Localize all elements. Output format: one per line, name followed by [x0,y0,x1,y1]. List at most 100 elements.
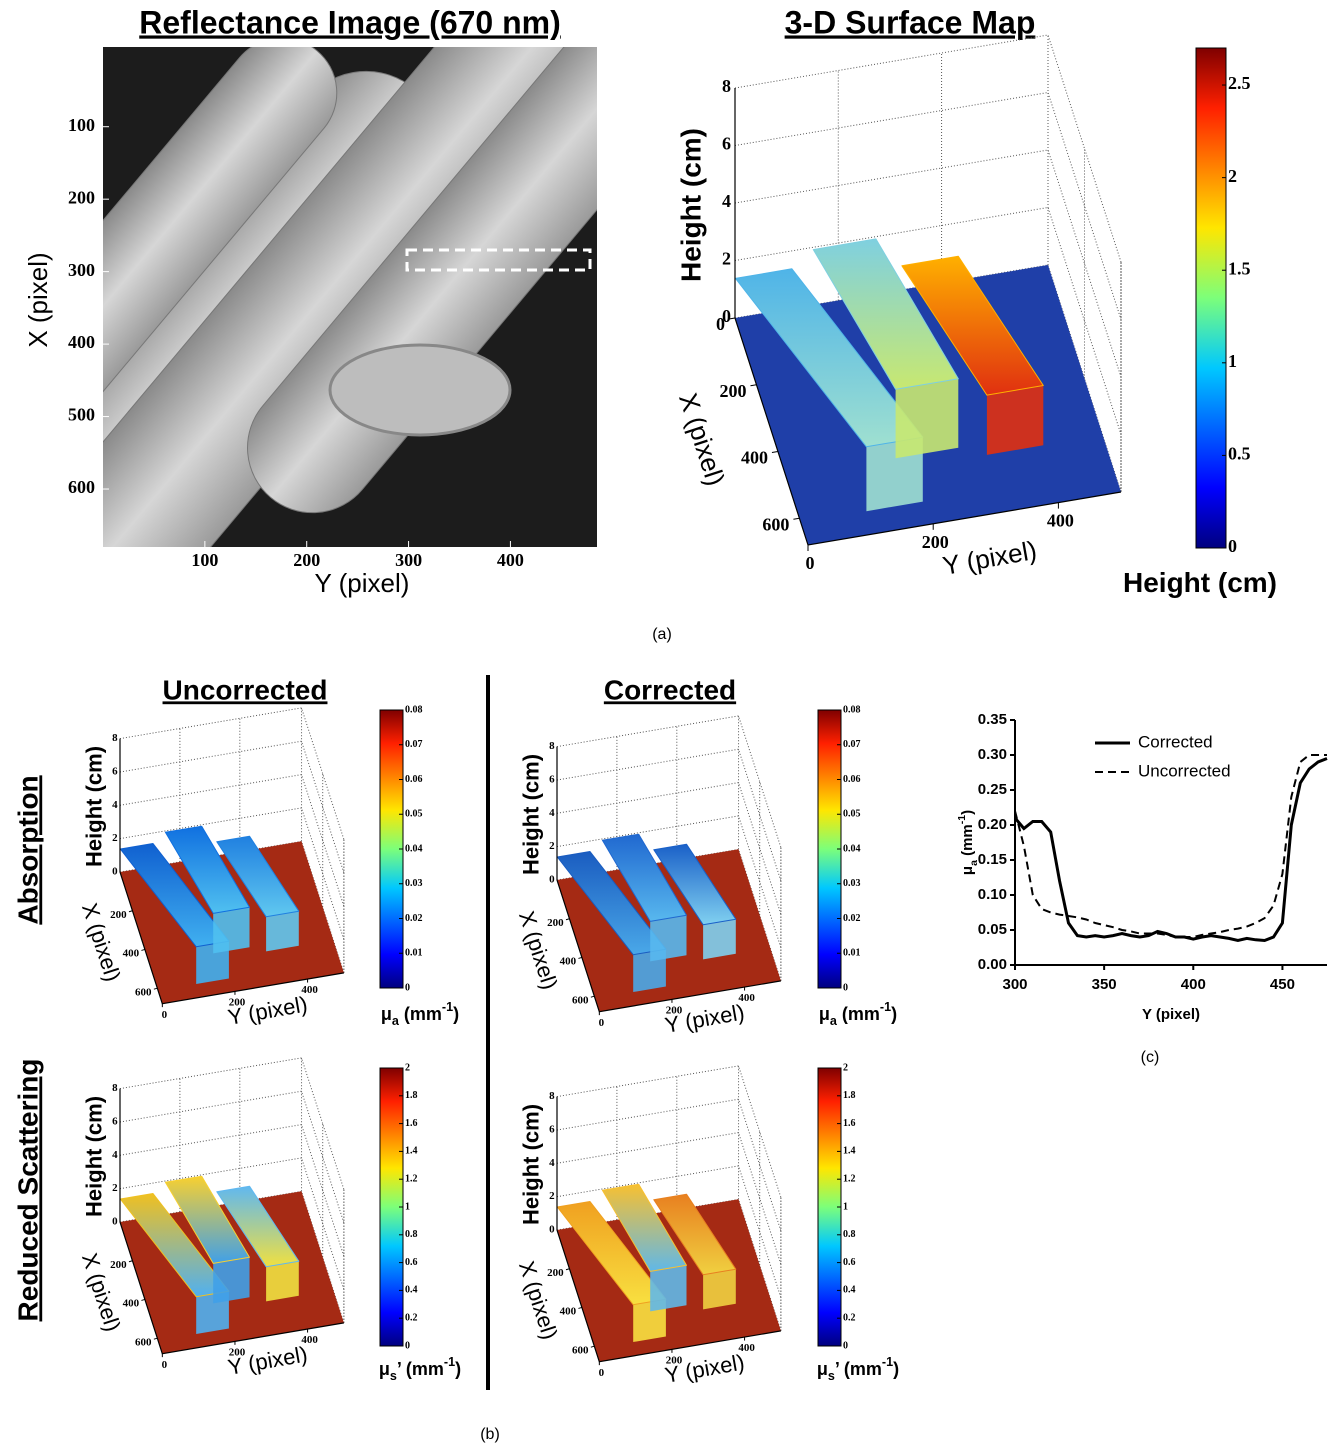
label-part: -1 [880,1000,891,1014]
colorbar-tick-label: 2 [405,1062,410,1073]
z-tick-label: 0 [549,1224,555,1236]
y-tick-label: 200 [68,187,95,207]
panel-label: (b) [480,1426,500,1443]
z-tick-label: 2 [549,840,555,852]
x-tick [591,996,594,997]
column-title: Corrected [604,674,736,705]
finger-side [650,1265,686,1311]
y-tick-label: 200 [922,532,949,552]
label-part: -1 [442,1000,453,1014]
x-tick-label: 400 [560,1306,577,1318]
label-part: (mm [837,1004,880,1024]
colorbar-tick-label: 0.6 [405,1257,418,1268]
colorbar-tick-label: 0.04 [843,843,861,854]
x-tick [129,1261,132,1262]
colorbar-tick-label: 0.2 [405,1312,418,1323]
colorbar-tick-label: 0.01 [405,948,423,959]
grid-line [120,708,344,840]
chart-title: 3-D Surface Map [785,4,1036,40]
label-part: -1 [956,815,968,824]
y-tick-label: 0 [806,553,815,573]
z-tick-label: 2 [112,1182,118,1194]
label-part: -1 [882,1355,893,1369]
label-part: s [828,1369,835,1383]
x-tick-label: 200 [547,917,564,929]
z-tick-label: 4 [112,1149,118,1161]
x-tick-label: 200 [110,1259,127,1271]
colorbar-tick-label: 1 [405,1201,410,1212]
label-part: μ [819,1004,830,1024]
finger-side [266,1261,299,1301]
finger-side [266,911,299,951]
x-tick [578,957,581,958]
colorbar-tick-label: 0 [843,982,848,993]
label-part: ) [893,1359,899,1379]
row-title: Reduced Scattering [12,1059,43,1322]
z-tick-label: 6 [112,765,118,777]
colorbar-tick-label: 0.6 [843,1257,856,1268]
colorbar-tick-label: 0 [1228,536,1237,556]
x-axis-label: X (pixel) [673,389,731,489]
colorbar-tick-label: 1.2 [843,1173,856,1184]
z-axis-label: Height (cm) [81,1096,106,1217]
x-tick [141,1299,144,1300]
chart-title: Reflectance Image (670 nm) [139,4,561,40]
z-tick-label: 2 [549,1190,555,1202]
x-tick [154,1338,157,1339]
colorbar-tick-label: 1 [1228,351,1237,371]
x-tick [141,949,144,950]
z-tick-label: 6 [112,1115,118,1127]
y-tick-label: 600 [68,477,95,497]
y-tick-label: 300 [68,260,95,280]
z-tick-label: 8 [549,740,555,752]
colorbar-tick-label: 0.8 [843,1229,856,1240]
colorbar-tick-label: 0.4 [843,1285,856,1296]
page: (a) (b) (c) Uncorrected Corrected Absorp… [0,0,1332,1450]
colorbar-tick-label: 1 [843,1201,848,1212]
colorbar-tick-label: 0.08 [405,704,423,715]
colorbar-tick-label: 0.4 [405,1285,418,1296]
finger-side [703,919,736,959]
z-tick-label: 4 [722,191,731,211]
x-tick [154,988,157,989]
panel-label: (c) [1141,1049,1160,1066]
grid-line [557,1066,781,1198]
colorbar-tick-label: 0.05 [405,809,423,820]
label-part: μ [381,1004,392,1024]
y-axis-label: μa (mm-1) [956,810,980,875]
x-tick [591,1346,594,1347]
x-tick-label: 400 [497,550,524,570]
series-line [1015,755,1327,937]
z-tick-label: 6 [549,773,555,785]
label-part: -1 [444,1355,455,1369]
image [0,0,719,719]
x-tick-label: 200 [547,1267,564,1279]
label-part: μ [959,866,976,875]
z-tick-label: 0 [112,1216,118,1228]
y-tick-label: 0 [162,1359,168,1371]
colorbar-tick-label: 0.08 [843,704,861,715]
y-tick-label: 100 [68,115,95,135]
y-tick-label: 400 [68,332,95,352]
x-tick-label: 350 [1092,976,1117,993]
x-tick-label: 200 [719,381,746,401]
y-tick-label: 0.15 [978,851,1007,868]
colorbar-tick-label: 2 [1228,166,1237,186]
finger-side [213,907,249,953]
figure: (a) (b) (c) Uncorrected Corrected Absorp… [0,0,1332,1450]
x-tick-label: 400 [741,448,768,468]
colorbar-tick-label: 0 [405,982,410,993]
colorbar-tick-label: 0.01 [843,948,861,959]
z-tick-label: 6 [722,134,731,154]
finger-side [896,379,959,459]
colorbar-tick-label: 1.4 [843,1146,856,1157]
colorbar-tick-label: 1.8 [405,1090,418,1101]
z-tick-label: 8 [549,1090,555,1102]
z-axis-label: Height (cm) [675,128,706,282]
colorbar-tick-label: 1.6 [405,1118,418,1129]
colorbar-tick-label: 0.06 [405,774,423,785]
x-tick-label: 600 [572,994,589,1006]
colorbar-tick-label: 1.2 [405,1173,418,1184]
z-tick-label: 2 [112,832,118,844]
z-tick-label: 8 [112,1082,118,1094]
